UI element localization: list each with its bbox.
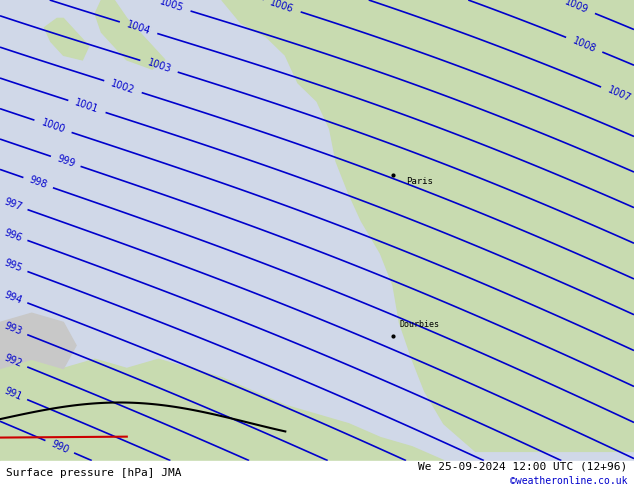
Polygon shape: [0, 359, 444, 461]
Text: ©weatheronline.co.uk: ©weatheronline.co.uk: [510, 476, 628, 486]
Polygon shape: [539, 0, 634, 368]
Text: 1009: 1009: [564, 0, 590, 16]
Text: 990: 990: [49, 439, 70, 455]
Polygon shape: [95, 0, 165, 69]
Text: We 25-09-2024 12:00 UTC (12+96): We 25-09-2024 12:00 UTC (12+96): [418, 462, 628, 471]
Polygon shape: [0, 313, 76, 368]
Text: 1001: 1001: [74, 98, 100, 115]
Text: 991: 991: [3, 385, 23, 402]
Polygon shape: [44, 19, 89, 60]
Text: 999: 999: [55, 153, 76, 169]
Text: 1006: 1006: [269, 0, 295, 15]
Bar: [0, 461, 634, 490]
Text: 998: 998: [28, 175, 49, 191]
Text: 1002: 1002: [110, 78, 136, 96]
Text: 1007: 1007: [606, 85, 633, 104]
Text: 993: 993: [3, 321, 23, 337]
Text: 1003: 1003: [146, 58, 172, 75]
Text: 1005: 1005: [158, 0, 185, 14]
Text: Paris: Paris: [406, 177, 432, 186]
Polygon shape: [222, 0, 634, 451]
Text: 997: 997: [3, 196, 23, 212]
Text: 996: 996: [3, 227, 23, 243]
Text: 1000: 1000: [40, 118, 66, 135]
Text: 1008: 1008: [571, 35, 597, 54]
Text: 995: 995: [3, 258, 23, 274]
Text: 1004: 1004: [126, 19, 152, 36]
Text: Dourbies: Dourbies: [399, 320, 439, 329]
Text: 992: 992: [3, 353, 23, 369]
Text: 994: 994: [3, 289, 23, 305]
Text: Surface pressure [hPa] JMA: Surface pressure [hPa] JMA: [6, 468, 182, 478]
